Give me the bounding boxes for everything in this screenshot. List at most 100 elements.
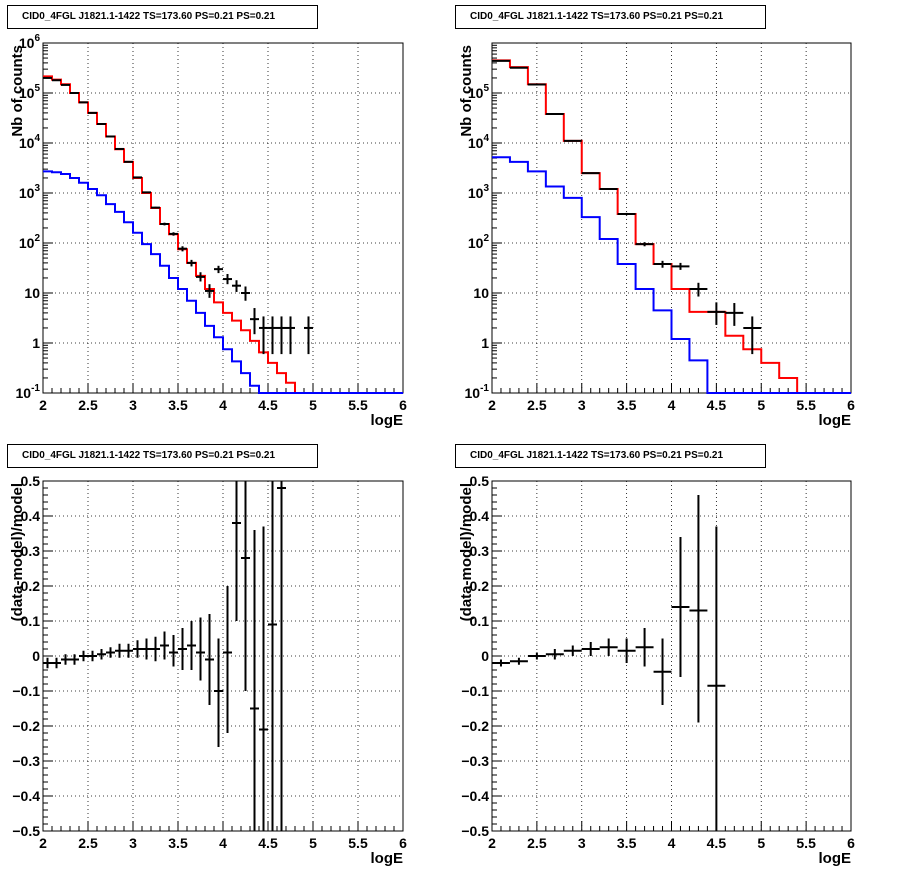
x-tick-label: 3 — [578, 397, 586, 413]
x-tick-label: 2.5 — [527, 397, 547, 413]
y-tick-label: 0.2 — [21, 578, 41, 594]
y-tick-label: −0.3 — [461, 753, 489, 769]
data-point — [509, 657, 528, 665]
data-point — [241, 481, 250, 691]
data-point — [232, 481, 241, 621]
data-point — [653, 260, 672, 268]
panel-4: 2 2.5 3 3.5 4 4.5 5 5.5 6 −0.5 −0.4 −0.3 −0.2 −0.1 0 0.… — [458, 473, 855, 867]
data-point — [124, 643, 133, 658]
y-tick-label: −0.3 — [12, 753, 40, 769]
x-tick-label: 2 — [39, 835, 47, 851]
y-tick-label: −0.5 — [12, 823, 40, 839]
data-point — [169, 232, 178, 236]
data-point — [707, 302, 726, 325]
data-point — [599, 188, 618, 191]
data-point — [527, 652, 546, 660]
data-point — [545, 649, 564, 660]
data-point — [689, 495, 708, 723]
data-point — [268, 481, 277, 831]
y-tick-label: 10-1 — [465, 383, 490, 401]
y-axis-label: (data-model)/model — [9, 483, 26, 621]
data-point — [70, 92, 79, 94]
x-tick-label: 2 — [488, 397, 496, 413]
y-tick-label: 0.2 — [470, 578, 490, 594]
data-point — [250, 308, 259, 335]
data-point — [671, 537, 690, 677]
y-tick-label: −0.4 — [12, 788, 40, 804]
data-point — [545, 113, 564, 116]
y-tick-label: 10-1 — [16, 383, 41, 401]
data-point — [617, 212, 636, 216]
data-point — [581, 172, 600, 175]
x-tick-label: 5.5 — [348, 397, 368, 413]
data-point — [492, 659, 510, 667]
data-point — [277, 481, 286, 831]
data-point — [223, 273, 232, 285]
data-point — [88, 111, 97, 114]
data-point — [142, 638, 151, 660]
data-point — [79, 101, 88, 104]
y-tick-label: 1 — [32, 335, 40, 351]
data-point — [97, 122, 106, 125]
data-point — [232, 280, 241, 292]
data-point — [178, 246, 187, 252]
data-point — [160, 222, 169, 226]
x-tick-label: 5 — [309, 397, 317, 413]
y-tick-label: 103 — [19, 183, 41, 201]
x-tick-label: 3.5 — [617, 835, 637, 851]
panel-3-title: CID0_4FGL J1821.1-1422 TS=173.60 PS=0.21… — [7, 444, 318, 468]
panel-2: 2 2.5 3 3.5 4 4.5 5 5.5 6 10-1 1 10 102 103 104 105 logE… — [458, 42, 855, 429]
data-point — [743, 316, 762, 355]
x-tick-label: 3.5 — [168, 397, 188, 413]
y-tick-label: 10 — [24, 285, 40, 301]
data-point — [250, 530, 259, 831]
x-axis-label: logE — [371, 412, 404, 429]
panel-2-title: CID0_4FGL J1821.1-1422 TS=173.60 PS=0.21… — [455, 5, 766, 29]
y-tick-label: 0 — [32, 648, 40, 664]
x-tick-label: 3 — [578, 835, 586, 851]
data-point — [653, 638, 672, 705]
y-tick-label: 0.4 — [470, 508, 490, 524]
y-tick-label: 0.3 — [21, 543, 41, 559]
y-tick-label: −0.5 — [461, 823, 489, 839]
data-point — [187, 621, 196, 670]
data-point — [304, 316, 313, 355]
data-point — [689, 282, 708, 297]
data-point — [106, 135, 115, 138]
data-point — [214, 638, 223, 747]
data-point — [205, 284, 214, 298]
y-tick-label: 0.1 — [21, 613, 41, 629]
data-point — [52, 657, 61, 669]
data-point — [169, 635, 178, 667]
y-axis-label: Nb of counts — [458, 45, 475, 137]
data-point — [115, 147, 124, 150]
data-point — [124, 160, 133, 163]
x-tick-label: 4.5 — [258, 835, 278, 851]
panel-1: 2 2.5 3 3.5 4 4.5 5 5.5 6 10-1 1 10 102 103 104 105 106 l… — [9, 33, 407, 429]
x-tick-label: 5.5 — [348, 835, 368, 851]
x-tick-label: 5 — [309, 835, 317, 851]
y-tick-label: 0 — [481, 648, 489, 664]
series-2-histogram — [492, 156, 851, 394]
x-tick-label: 3 — [129, 397, 137, 413]
data-point — [196, 272, 205, 282]
data-point — [142, 191, 151, 194]
data-point — [79, 650, 88, 662]
x-tick-label: 2 — [39, 397, 47, 413]
y-tick-label: 102 — [19, 233, 41, 251]
y-tick-label: −0.1 — [12, 683, 40, 699]
series-2-histogram — [43, 170, 403, 394]
x-tick-label: 2 — [488, 835, 496, 851]
y-tick-label: 0.3 — [470, 543, 490, 559]
y-tick-label: 103 — [468, 183, 490, 201]
data-point — [241, 286, 250, 301]
series-1-points — [492, 495, 726, 831]
series-1-points — [43, 481, 286, 831]
x-tick-label: 4.5 — [707, 397, 727, 413]
x-tick-label: 4 — [219, 397, 227, 413]
x-tick-label: 4.5 — [707, 835, 727, 851]
y-tick-label: 0.4 — [21, 508, 41, 524]
data-point — [635, 628, 654, 667]
y-tick-label: 0.5 — [21, 473, 41, 489]
